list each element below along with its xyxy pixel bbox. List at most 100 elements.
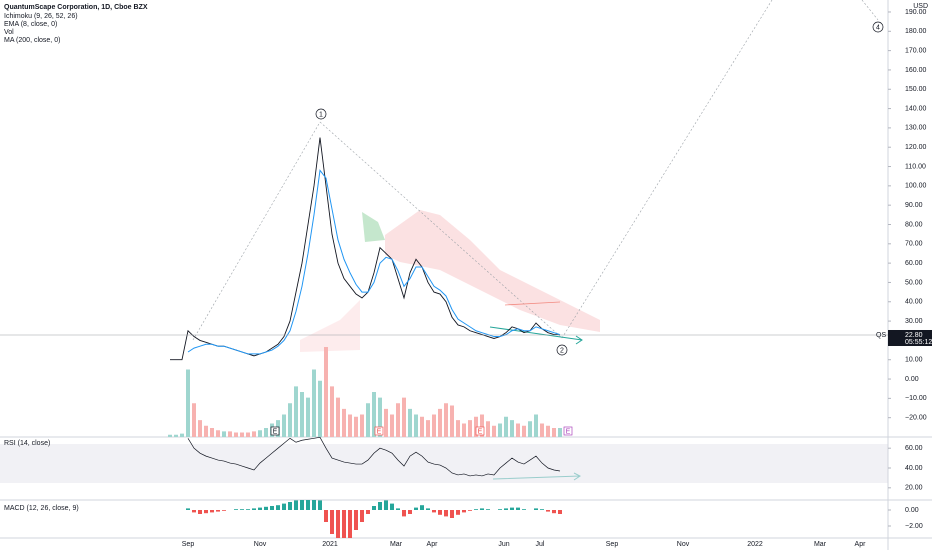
macd-bar xyxy=(258,507,262,510)
volume-bar xyxy=(228,431,232,437)
x-tick-label: 2022 xyxy=(747,541,763,548)
macd-bar xyxy=(372,506,376,510)
macd-bar xyxy=(336,510,340,538)
y-tick-label: 70.00 xyxy=(905,241,923,248)
y-tick-label: 150.00 xyxy=(905,86,927,93)
volume-bar xyxy=(210,428,214,437)
volume-bar xyxy=(318,380,322,437)
macd-bar xyxy=(480,508,484,510)
volume-bar xyxy=(186,369,190,437)
y-tick-label: 100.00 xyxy=(905,183,927,190)
event-label: E xyxy=(478,428,483,435)
macd-bar xyxy=(312,500,316,510)
macd-bar xyxy=(210,510,214,513)
volume-bar xyxy=(174,434,178,437)
y-tick-label: −10.00 xyxy=(905,395,927,402)
event-label: E xyxy=(566,428,571,435)
macd-bar xyxy=(552,510,556,514)
volume-bar xyxy=(342,408,346,437)
macd-bar xyxy=(252,508,256,510)
event-box xyxy=(374,426,384,436)
macd-bar xyxy=(192,510,196,513)
cloud xyxy=(300,300,360,352)
wave-label: 2 xyxy=(560,347,564,354)
macd-bar xyxy=(360,510,364,522)
wave-label: 1 xyxy=(319,111,323,118)
macd-bar xyxy=(300,500,304,510)
x-tick-label: 2021 xyxy=(322,541,338,548)
volume-bar xyxy=(510,420,514,437)
volume-bar xyxy=(294,386,298,437)
macd-bar xyxy=(246,509,250,510)
volume-bar xyxy=(168,434,172,437)
volume-bar xyxy=(552,428,556,437)
y-tick-label: 190.00 xyxy=(905,9,927,16)
y-tick-label: 110.00 xyxy=(905,163,926,170)
volume-bar xyxy=(180,433,184,437)
macd-bar xyxy=(354,510,358,530)
macd-bar xyxy=(324,510,328,522)
macd-bar xyxy=(522,509,526,510)
y-tick-label: 60.00 xyxy=(905,260,923,267)
legend: EMA (8, close, 0) xyxy=(4,21,57,28)
volume-bar xyxy=(312,369,316,437)
volume-bar xyxy=(420,416,424,437)
macd-bar xyxy=(378,502,382,510)
rsi-band xyxy=(0,444,888,483)
wave-circle xyxy=(872,21,884,33)
macd-bar xyxy=(276,505,280,510)
y-tick-label: 0.00 xyxy=(905,376,919,383)
volume-bar xyxy=(366,403,370,437)
y-tick-label: 40.00 xyxy=(905,465,923,472)
volume-bar xyxy=(504,416,508,437)
legend: Vol xyxy=(4,29,14,36)
volume-bar xyxy=(198,420,202,437)
event-box xyxy=(563,426,573,436)
macd-bar xyxy=(432,510,436,513)
y-tick-label: 160.00 xyxy=(905,67,927,74)
volume-bar xyxy=(516,423,520,437)
macd-bar xyxy=(282,503,286,510)
volume-bar xyxy=(462,423,466,437)
volume-bar xyxy=(204,425,208,437)
volume-bar xyxy=(528,421,532,437)
volume-bar xyxy=(498,423,502,437)
x-tick-label: Apr xyxy=(855,541,867,548)
macd-bar xyxy=(558,510,562,514)
volume-bar xyxy=(306,397,310,437)
macd-bar xyxy=(264,506,268,510)
price-label: 22.80 xyxy=(905,332,923,339)
volume-bar xyxy=(336,397,340,437)
macd-bar xyxy=(414,507,418,510)
volume-bar xyxy=(450,405,454,437)
macd-bar xyxy=(486,509,490,510)
event-label: E xyxy=(273,428,278,435)
macd-bar xyxy=(468,510,472,511)
countdown: 05:55:12 xyxy=(905,339,932,346)
macd-bar xyxy=(462,510,466,513)
volume-bar xyxy=(384,408,388,437)
volume-bar xyxy=(372,392,376,437)
volume-bar xyxy=(360,414,364,437)
volume-bar xyxy=(324,347,328,437)
volume-bar xyxy=(486,421,490,437)
volume-bar xyxy=(534,414,538,437)
volume-bar xyxy=(480,414,484,437)
macd-bar xyxy=(384,500,388,510)
y-tick-label: −2.00 xyxy=(905,523,923,530)
y-tick-label: 80.00 xyxy=(905,221,923,228)
x-tick-label: Jun xyxy=(498,541,509,548)
volume-bar xyxy=(282,414,286,437)
volume-bar xyxy=(240,432,244,437)
macd-bar xyxy=(450,510,454,518)
volume xyxy=(168,347,562,437)
volume-bar xyxy=(348,414,352,437)
macd-bar xyxy=(222,510,226,511)
ema-line xyxy=(187,169,561,355)
macd-bar xyxy=(402,510,406,517)
volume-bar xyxy=(426,420,430,437)
title: QuantumScape Corporation, 1D, Cboe BZX xyxy=(4,4,148,11)
macd-bar xyxy=(366,510,370,514)
macd-bar xyxy=(288,502,292,510)
cloud xyxy=(385,210,600,332)
